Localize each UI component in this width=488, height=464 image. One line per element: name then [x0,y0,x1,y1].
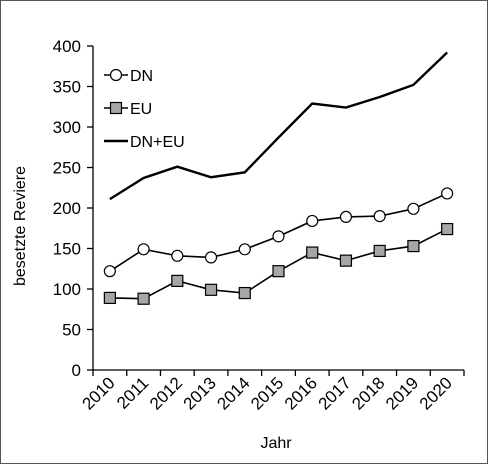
data-point-dn [441,187,454,200]
data-point-dn [272,230,285,243]
data-point-dn [137,243,150,256]
legend-label-dn-eu: DN+EU [130,134,185,151]
y-tick-labels: 0 50 100 150 200 250 300 350 400 [53,37,81,380]
x-tick-label: 2016 [281,373,321,413]
series-line-dn-eu [109,51,448,201]
data-point-dn [339,210,353,224]
data-point-dn [204,251,218,264]
y-axis-label: besetzte Reviere [12,166,29,286]
x-tick-label: 2010 [79,373,119,413]
y-tick-label: 200 [53,199,81,218]
legend-marker-dn [109,68,123,82]
legend-marker-eu [109,101,123,115]
x-tick-label: 2017 [315,373,355,413]
data-point-eu [306,246,319,259]
x-tick-label: 2012 [146,373,186,413]
data-point-eu [272,265,285,278]
data-point-eu [407,239,420,253]
series-group [103,51,454,305]
legend-label-dn: DN [130,68,153,85]
data-point-eu [339,254,353,267]
x-tick-label: 2019 [382,373,422,413]
data-point-eu [204,283,218,296]
data-point-eu [171,274,184,287]
data-point-dn [238,243,251,256]
y-tick-label: 300 [53,118,81,137]
axes [87,45,465,376]
data-point-dn [407,202,420,215]
y-tick-label: 250 [53,159,81,178]
y-tick-label: 0 [72,361,81,380]
x-tick-labels: 2010201120122013201420152016201720182019… [79,373,456,413]
data-point-eu [103,291,116,305]
x-tick-label: 2011 [113,373,152,412]
x-tick-label: 2015 [247,373,287,413]
x-tick-label: 2013 [180,373,220,413]
data-point-dn [171,249,184,262]
data-point-eu [441,222,454,236]
y-tick-label: 100 [53,280,81,299]
y-tick-label: 400 [53,37,81,56]
y-tick-label: 350 [53,78,81,97]
legend-label-eu: EU [130,101,152,118]
data-point-dn [373,210,386,223]
x-tick-label: 2014 [213,373,253,413]
data-point-eu [137,292,150,305]
data-point-eu [373,244,386,258]
x-tick-label: 2020 [416,373,456,413]
data-point-dn [306,214,319,228]
data-point-eu [238,286,251,300]
y-tick-label: 50 [62,321,81,340]
x-axis-label: Jahr [260,435,292,452]
y-tick-label: 150 [53,240,81,259]
legend: DN EU DN+EU [104,68,185,151]
x-tick-label: 2018 [348,373,388,413]
data-point-dn [103,265,116,278]
